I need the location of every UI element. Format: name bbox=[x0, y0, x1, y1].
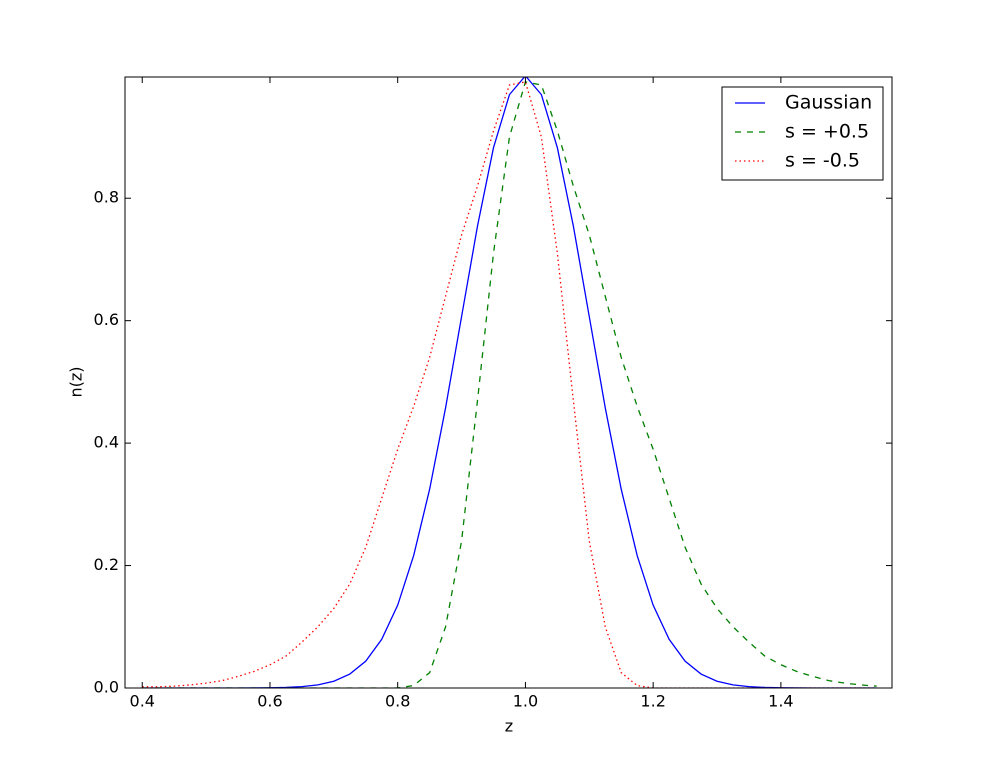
y-tick-label: 0.2 bbox=[94, 555, 119, 574]
legend: Gaussian s = +0.5 s = -0.5 bbox=[721, 86, 884, 181]
legend-label: Gaussian bbox=[785, 92, 872, 114]
y-tick-label: 0.6 bbox=[94, 310, 119, 329]
series-line bbox=[142, 81, 877, 688]
x-tick-label: 0.8 bbox=[385, 692, 410, 711]
plot-frame bbox=[124, 76, 893, 689]
series-line bbox=[142, 81, 877, 688]
x-tick-label: 0.6 bbox=[257, 692, 282, 711]
y-axis-label: n(z) bbox=[67, 366, 86, 397]
x-tick-label: 1.0 bbox=[513, 692, 538, 711]
y-tick-label: 0.0 bbox=[94, 678, 119, 697]
x-tick-label: 1.4 bbox=[768, 692, 793, 711]
y-tick-label: 0.8 bbox=[94, 188, 119, 207]
x-tick-label: 1.2 bbox=[640, 692, 665, 711]
x-tick-label: 0.4 bbox=[130, 692, 155, 711]
legend-label: s = +0.5 bbox=[785, 121, 869, 143]
x-axis-label: z bbox=[505, 717, 513, 736]
y-tick-label: 0.4 bbox=[94, 433, 119, 452]
legend-label: s = -0.5 bbox=[785, 150, 860, 172]
